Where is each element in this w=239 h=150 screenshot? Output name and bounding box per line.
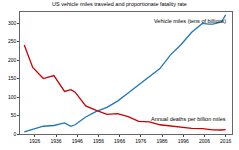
svg-text:250: 250 bbox=[8, 38, 17, 44]
svg-text:Vehicle miles (tens of billion: Vehicle miles (tens of billions) bbox=[154, 18, 226, 24]
svg-text:150: 150 bbox=[8, 75, 17, 81]
svg-text:1936: 1936 bbox=[50, 138, 61, 144]
svg-text:1986: 1986 bbox=[156, 138, 167, 144]
svg-text:Annual deaths per billion mile: Annual deaths per billion miles bbox=[151, 116, 226, 122]
svg-text:200: 200 bbox=[8, 57, 17, 63]
svg-text:US vehicle miles traveled and: US vehicle miles traveled and proportion… bbox=[52, 1, 187, 7]
svg-text:0: 0 bbox=[14, 131, 17, 137]
svg-text:2016: 2016 bbox=[220, 138, 231, 144]
svg-text:1996: 1996 bbox=[178, 138, 189, 144]
svg-text:1956: 1956 bbox=[93, 138, 104, 144]
svg-text:1926: 1926 bbox=[29, 138, 40, 144]
svg-text:1976: 1976 bbox=[135, 138, 146, 144]
svg-text:100: 100 bbox=[8, 94, 17, 100]
svg-text:300: 300 bbox=[8, 20, 17, 26]
svg-text:2006: 2006 bbox=[199, 138, 210, 144]
svg-text:50: 50 bbox=[11, 112, 17, 118]
svg-text:1966: 1966 bbox=[114, 138, 125, 144]
svg-text:1946: 1946 bbox=[72, 138, 83, 144]
